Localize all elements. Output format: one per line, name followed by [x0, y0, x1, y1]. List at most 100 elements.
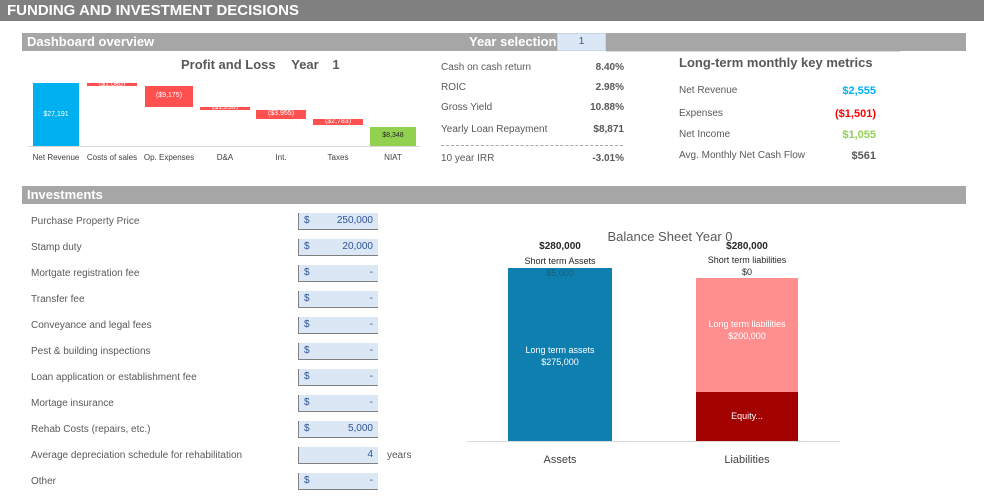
metric-value: 10.88% [590, 102, 624, 113]
investment-input[interactable]: $ - [298, 317, 378, 334]
metric-label: Cash on cash return [441, 62, 532, 73]
long-term-liabilities-label: Long term liabilities [708, 319, 786, 329]
metric-value: -3.01% [592, 153, 624, 164]
waterfall-value-label: $8,348 [382, 132, 404, 140]
currency-symbol: $ [304, 475, 310, 486]
assets-total: $280,000 [539, 241, 581, 252]
waterfall-category-label: Op. Expenses [143, 153, 195, 162]
metric-label: 10 year IRR [441, 153, 495, 164]
waterfall-value-label: $27,191 [43, 110, 69, 118]
currency-symbol: $ [304, 371, 310, 382]
waterfall-category-label: D&A [216, 153, 234, 162]
liabilities-category-label: Liabilities [724, 454, 770, 466]
waterfall-bar [33, 83, 79, 146]
long-term-value: $2,555 [842, 85, 876, 97]
waterfall-bar [370, 126, 416, 146]
divider [606, 51, 900, 52]
metric-value: 2.98% [595, 82, 624, 93]
investment-amount: - [369, 397, 373, 408]
equity-label: Equity... [731, 411, 763, 421]
investment-input[interactable]: $ - [298, 291, 378, 308]
waterfall-bar [313, 118, 363, 126]
investment-input[interactable]: $ - [298, 369, 378, 386]
investment-input[interactable]: $ - [298, 395, 378, 412]
short-term-liabilities-value: $0 [741, 267, 752, 277]
waterfall-value-label: ($3,955) [267, 110, 295, 118]
investment-input[interactable]: $ - [298, 343, 378, 360]
waterfall-category-label: NIAT [384, 153, 402, 162]
investment-amount: 4 [367, 449, 373, 460]
assets-category-label: Assets [543, 454, 577, 466]
equity-bar [696, 392, 798, 441]
short-term-assets-value: $5,000 [546, 268, 574, 278]
currency-symbol: $ [304, 293, 310, 304]
investment-input[interactable]: $ - [298, 473, 378, 490]
investment-input[interactable]: $250,000 [298, 213, 378, 230]
long-term-value: ($1,501) [835, 108, 876, 120]
investments-header-label: Investments [27, 187, 103, 202]
investment-label: Transfer fee [31, 294, 85, 305]
waterfall-axis [28, 146, 420, 147]
metric-value: $8,871 [593, 124, 624, 135]
long-term-label: Net Revenue [679, 85, 738, 96]
investment-input[interactable]: $ - [298, 265, 378, 282]
investment-input[interactable]: $20,000 [298, 239, 378, 256]
currency-symbol: $ [304, 345, 310, 356]
investment-amount: 250,000 [336, 215, 373, 226]
currency-symbol: $ [304, 397, 310, 408]
metric-label: Yearly Loan Repayment [441, 124, 548, 135]
waterfall-bar [145, 85, 193, 107]
page-title: FUNDING AND INVESTMENT DECISIONS [0, 0, 984, 21]
investment-label: Mortage insurance [31, 398, 114, 409]
waterfall-value-label: ($1,256) [211, 104, 239, 112]
year-selection-input[interactable]: 1 [557, 33, 606, 51]
pl-year-label: Year [291, 57, 319, 72]
investment-label: Mortgate registration fee [31, 268, 140, 279]
currency-symbol: $ [304, 215, 310, 226]
metric-value: 8.40% [595, 62, 624, 73]
long-term-assets-label: Long term assets [525, 345, 595, 355]
waterfall-bar [256, 109, 306, 119]
short-term-liabilities-label: Short term liabilities [707, 255, 787, 265]
metric-label: ROIC [441, 82, 466, 93]
investment-amount: - [369, 267, 373, 278]
investment-amount: 5,000 [347, 423, 373, 434]
investment-label: Purchase Property Price [31, 216, 140, 227]
investment-label: Loan application or establishment fee [31, 372, 197, 383]
currency-symbol: $ [304, 319, 310, 330]
liabilities-total: $280,000 [726, 241, 768, 252]
long-term-liabilities-bar [696, 278, 798, 392]
currency-symbol: $ [304, 423, 310, 434]
investment-input[interactable]: $5,000 [298, 421, 378, 438]
pl-chart-title: Profit and Loss Year 1 [181, 57, 340, 72]
investment-amount: - [369, 345, 373, 356]
waterfall-category-label: Costs of sales [86, 153, 138, 162]
dashboard-header: Dashboard overview [22, 33, 966, 51]
investment-amount: - [369, 475, 373, 486]
long-term-label: Avg. Monthly Net Cash Flow [679, 150, 805, 161]
investment-unit: years [387, 450, 412, 461]
investment-amount: - [369, 293, 373, 304]
long-term-value: $1,055 [842, 129, 876, 141]
waterfall-category-label: Taxes [327, 153, 349, 162]
investment-label: Pest & building inspections [31, 346, 151, 357]
long-term-value: $561 [851, 150, 876, 162]
waterfall-value-label: ($2,783) [324, 118, 352, 126]
investment-input[interactable]: 4 [298, 447, 378, 464]
balance-sheet-axis [467, 441, 840, 442]
long-term-label: Net Income [679, 129, 731, 140]
assets-bar [508, 268, 612, 441]
waterfall-category-label: Int. [275, 153, 287, 162]
metrics-divider [441, 145, 623, 146]
balance-sheet-title: Balance Sheet Year 0 [607, 229, 733, 244]
year-selection-label: Year selection [469, 34, 557, 49]
short-term-assets-label: Short term Assets [524, 256, 596, 266]
investment-label: Stamp duty [31, 242, 82, 253]
dashboard-header-label: Dashboard overview [27, 34, 155, 49]
long-term-assets-value: $275,000 [541, 357, 579, 367]
currency-symbol: $ [304, 241, 310, 252]
waterfall-bar [87, 83, 137, 86]
waterfall-bar [200, 106, 250, 110]
investment-amount: - [369, 371, 373, 382]
investment-label: Rehab Costs (repairs, etc.) [31, 424, 151, 435]
